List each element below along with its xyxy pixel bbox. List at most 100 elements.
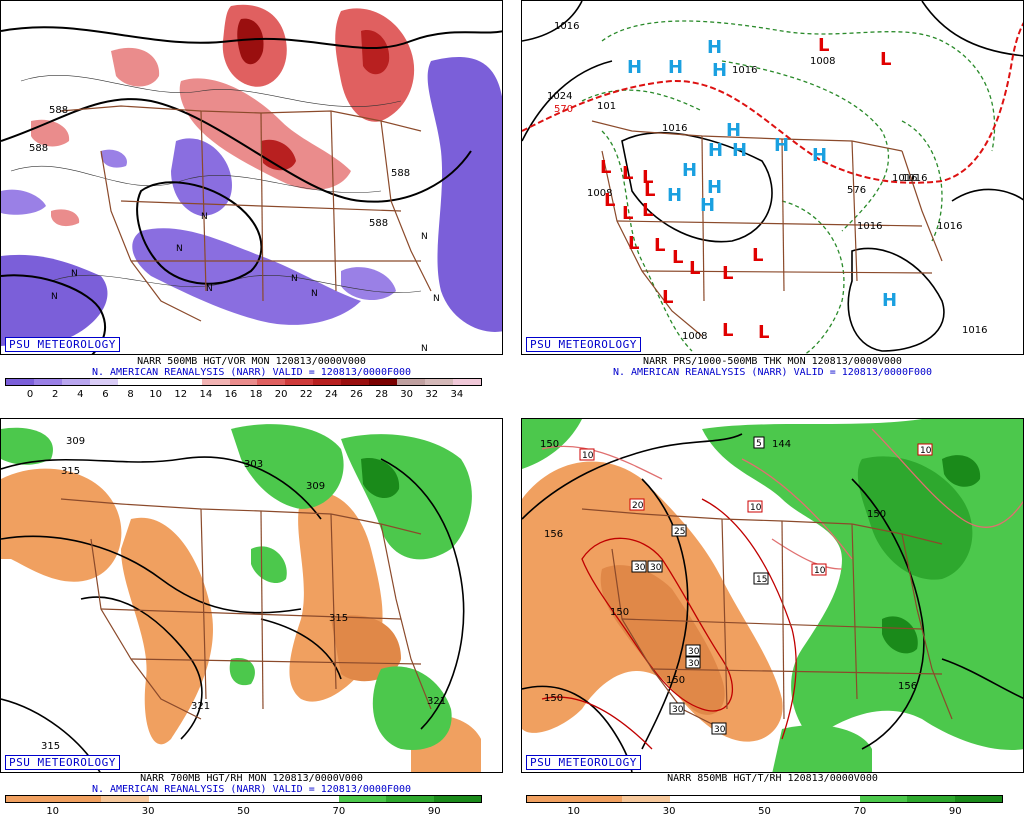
colorbar-swatch — [89, 379, 118, 385]
svg-text:25: 25 — [674, 527, 685, 537]
colorbar-swatch — [148, 796, 196, 802]
colorbar-swatch — [196, 796, 244, 802]
colorbar-tick-label: 30 — [141, 806, 155, 817]
colorbar-tick-label: 30 — [662, 806, 676, 817]
colorbar-swatch — [527, 796, 575, 802]
marker-n: N — [291, 274, 298, 284]
high-pressure-marker: H — [732, 140, 747, 161]
colorbar-swatch — [425, 379, 453, 385]
low-pressure-marker: L — [722, 263, 733, 284]
colorbar-swatch — [386, 796, 434, 802]
colorbar-swatch — [117, 379, 146, 385]
svg-text:10: 10 — [582, 451, 594, 461]
colorbar-tick-label: 20 — [274, 389, 288, 400]
temp-box: 30 — [647, 560, 663, 573]
temp-box: 30 — [631, 560, 647, 573]
colorbar-swatch — [313, 379, 342, 385]
colorbar — [5, 378, 482, 386]
colorbar-swatch — [61, 379, 90, 385]
caption-line-1: NARR 700MB HGT/RH MON 120813/0000V000 — [140, 773, 363, 784]
map-frame: 588 588 588 588 N N N N N N N N N N PSU … — [0, 0, 503, 355]
temp-box: 10 — [917, 443, 933, 456]
map-frame: 309 315 303 309 315 321 321 315 PSU METE… — [0, 418, 503, 773]
contour-label: 303 — [244, 459, 263, 470]
low-pressure-marker: L — [622, 163, 633, 184]
low-pressure-marker: L — [604, 190, 615, 211]
colorbar-tick-label: 10 — [567, 806, 581, 817]
contour-label: 315 — [61, 466, 80, 477]
contour-label: 309 — [306, 481, 325, 492]
colorbar-swatch — [257, 379, 286, 385]
high-pressure-marker: H — [667, 185, 682, 206]
marker-n: N — [421, 232, 428, 242]
colorbar-ticks: 0 2 4 6 8 10 12 14 16 18 20 22 24 26 28 30 32 34 — [5, 389, 482, 401]
isobar-label: 1016 — [962, 325, 987, 336]
svg-text:5: 5 — [756, 439, 762, 449]
high-pressure-marker: H — [707, 177, 722, 198]
colorbar-tick-label: 0 — [26, 389, 34, 400]
colorbar-tick-label: 24 — [324, 389, 338, 400]
colorbar-tick-label: 70 — [853, 806, 867, 817]
colorbar-swatch — [243, 796, 291, 802]
contour-label: 150 — [867, 509, 886, 520]
contour-label: 156 — [898, 681, 917, 692]
colorbar-swatch — [433, 796, 481, 802]
colorbar-swatch — [453, 379, 481, 385]
psu-meteorology-badge: PSU METEOROLOGY — [5, 755, 120, 770]
colorbar-tick-label: 14 — [199, 389, 213, 400]
low-pressure-marker: L — [600, 157, 611, 178]
panel-700mb-rh: 309 315 303 309 315 321 321 315 PSU METE… — [0, 418, 503, 819]
marker-n: N — [51, 292, 58, 302]
marker-n: N — [433, 294, 440, 304]
low-pressure-marker: L — [644, 180, 655, 201]
marker-n: N — [206, 284, 213, 294]
contour-label: 156 — [544, 529, 563, 540]
colorbar-tick-label: 50 — [237, 806, 250, 817]
low-pressure-marker: L — [628, 233, 639, 254]
high-pressure-marker: H — [707, 37, 722, 58]
low-pressure-marker: L — [642, 167, 653, 188]
colorbar-swatch — [717, 796, 765, 802]
isobar-label: 1016 — [892, 173, 917, 184]
low-pressure-marker: L — [818, 35, 829, 56]
low-pressure-marker: L — [654, 235, 665, 256]
colorbar-tick-label: 32 — [425, 389, 439, 400]
marker-n: N — [201, 212, 208, 222]
colorbar-tick-label: 70 — [332, 806, 346, 817]
high-pressure-marker: H — [668, 57, 683, 78]
high-pressure-marker: H — [682, 160, 697, 181]
colorbar-swatch — [341, 379, 370, 385]
caption-line-2: N. AMERICAN REANALYSIS (NARR) VALID = 12… — [91, 367, 412, 378]
contour-label: 588 — [391, 168, 410, 179]
colorbar — [5, 795, 482, 803]
panel-850mb-temperature-rh: 150 156 150 144 150 150 150 156 10 10 10… — [521, 418, 1024, 819]
colorbar-tick-label: 6 — [102, 389, 109, 400]
contour-label: 150 — [544, 693, 563, 704]
temp-box: 30 — [669, 702, 685, 715]
colorbar-tick-label: 10 — [46, 806, 60, 817]
colorbar-swatch — [764, 796, 812, 802]
low-pressure-marker: L — [689, 258, 700, 279]
colorbar-swatch — [101, 796, 149, 802]
temp-box: 5 — [753, 436, 765, 449]
colorbar-tick-label: 26 — [350, 389, 363, 400]
colorbar-swatch — [6, 796, 54, 802]
svg-text:15: 15 — [756, 575, 767, 585]
vorticity-map: 588 588 588 588 N N N N N N N N N N — [1, 4, 502, 354]
isobar-label: 1016 — [937, 221, 962, 232]
t850-map: 150 156 150 144 150 150 150 156 10 10 10… — [522, 419, 1023, 772]
contour-label: 588 — [29, 143, 48, 154]
colorbar-swatch — [145, 379, 174, 385]
colorbar-swatch — [6, 379, 34, 385]
colorbar-tick-label: 90 — [427, 806, 441, 817]
colorbar-swatch — [338, 796, 386, 802]
low-pressure-marker: L — [758, 322, 769, 343]
colorbar-tick-label: 50 — [758, 806, 771, 817]
svg-text:30: 30 — [688, 647, 700, 657]
contour-label: 150 — [666, 675, 685, 686]
high-pressure-marker: H — [700, 195, 715, 216]
isobar-label: 1008 — [587, 188, 612, 199]
isobar-label: 101 — [597, 101, 616, 112]
isobar-label: 1016 — [732, 65, 757, 76]
colorbar-tick-label: 2 — [52, 389, 59, 400]
